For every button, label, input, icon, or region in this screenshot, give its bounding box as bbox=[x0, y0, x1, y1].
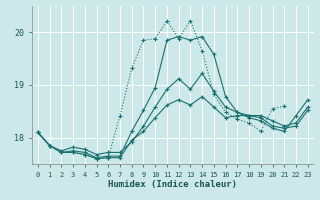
X-axis label: Humidex (Indice chaleur): Humidex (Indice chaleur) bbox=[108, 180, 237, 189]
